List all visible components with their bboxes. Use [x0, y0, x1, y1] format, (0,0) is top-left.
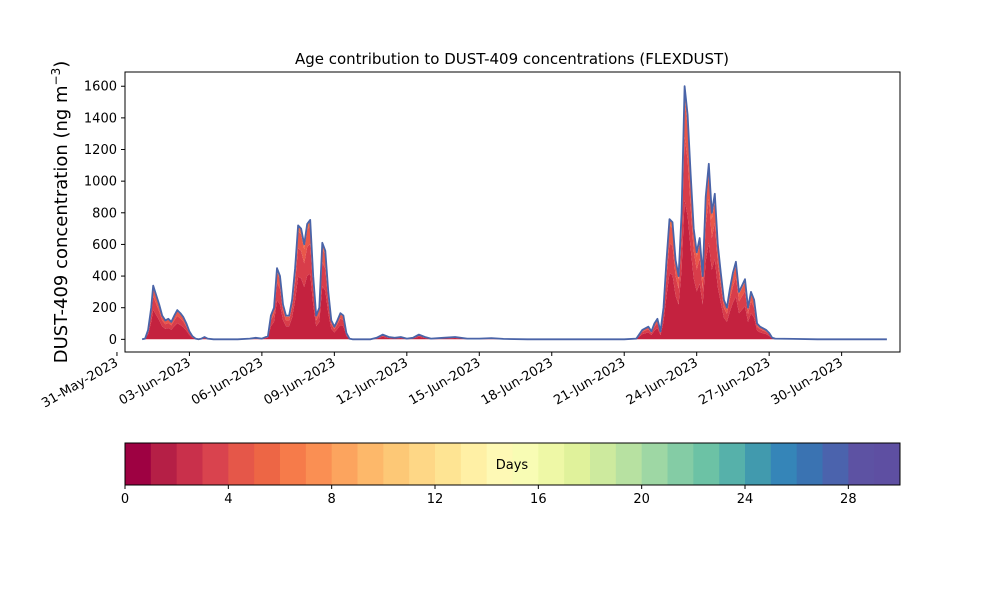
colorbar-swatch	[667, 443, 694, 485]
colorbar-swatch	[280, 443, 307, 485]
colorbar-swatch	[176, 443, 203, 485]
colorbar-tick-label: 16	[530, 492, 547, 507]
y-axis-label-close: )	[51, 61, 72, 68]
colorbar-swatch	[770, 443, 798, 485]
x-tick-label: 18-Jun-2023	[479, 355, 556, 408]
colorbar-swatch	[254, 443, 281, 485]
colorbar-swatch	[719, 443, 746, 485]
x-tick-label: 09-Jun-2023	[262, 355, 339, 408]
colorbar	[124, 442, 901, 486]
y-tick-label: 400	[92, 270, 117, 285]
y-tick-label: 800	[92, 206, 117, 221]
colorbar-swatch	[848, 443, 875, 485]
colorbar-swatch	[693, 443, 720, 485]
y-axis-label-sup: −3	[49, 68, 63, 86]
colorbar-swatch	[409, 443, 436, 485]
y-tick-label: 1200	[84, 143, 117, 158]
colorbar-swatch	[538, 443, 565, 485]
plot-frame	[124, 71, 901, 353]
colorbar-swatch	[460, 443, 488, 485]
colorbar-swatch	[564, 443, 591, 485]
colorbar-tick-label: 0	[121, 492, 129, 507]
x-tick-label: 03-Jun-2023	[117, 355, 194, 408]
y-tick-label: 0	[109, 333, 117, 348]
y-axis: 0 200 400 600 800 1000 1200 1400 1600	[84, 80, 125, 348]
colorbar-tick-label: 28	[840, 492, 857, 507]
x-tick-label: 12-Jun-2023	[334, 355, 411, 408]
plot-area	[141, 85, 887, 341]
colorbar-tick-label: 12	[427, 492, 444, 507]
total-concentration-line	[141, 85, 887, 341]
colorbar-swatch	[796, 443, 823, 485]
colorbar-swatch	[486, 443, 513, 485]
x-tick-label: 30-Jun-2023	[769, 355, 846, 408]
chart-title: Age contribution to DUST-409 concentrati…	[295, 50, 729, 68]
colorbar-tick-label: 4	[224, 492, 232, 507]
colorbar-label: Days	[496, 458, 529, 473]
colorbar-swatch	[745, 443, 772, 485]
y-axis-label-main: DUST-409 concentration (ng m	[51, 85, 72, 363]
colorbar-tick-label: 8	[328, 492, 336, 507]
colorbar-swatch	[125, 443, 152, 485]
colorbar-swatch	[228, 443, 255, 485]
colorbar-swatch	[331, 443, 358, 485]
y-tick-label: 600	[92, 238, 117, 253]
y-tick-label: 200	[92, 301, 117, 316]
colorbar-swatch	[615, 443, 643, 485]
colorbar-swatch	[435, 443, 462, 485]
y-axis-label: DUST-409 concentration (ng m−3)	[49, 61, 72, 364]
colorbar-tick-label: 24	[737, 492, 754, 507]
colorbar-swatch	[512, 443, 539, 485]
colorbar-swatch	[305, 443, 333, 485]
colorbar-axis: 0 4 8 12 16 20 24 28	[121, 485, 857, 507]
age-layer-2	[142, 98, 887, 340]
colorbar-swatch	[641, 443, 668, 485]
colorbar-swatch	[150, 443, 178, 485]
x-tick-label: 27-Jun-2023	[696, 355, 773, 408]
colorbar-swatch	[822, 443, 849, 485]
colorbar-swatch	[590, 443, 617, 485]
age-layer-3	[142, 86, 887, 340]
x-tick-label: 24-Jun-2023	[624, 355, 701, 408]
age-layer-0	[142, 200, 887, 340]
colorbar-swatch	[874, 443, 901, 485]
colorbar-frame	[124, 442, 901, 486]
x-tick-label: 21-Jun-2023	[551, 355, 628, 408]
colorbar-swatch	[202, 443, 229, 485]
y-tick-label: 1400	[84, 111, 117, 126]
x-tick-label: 06-Jun-2023	[189, 355, 266, 408]
colorbar-tick-label: 20	[633, 492, 650, 507]
x-tick-label: 15-Jun-2023	[406, 355, 483, 408]
y-tick-label: 1000	[84, 175, 117, 190]
y-tick-label: 1600	[84, 80, 117, 95]
age-layer-1	[142, 136, 887, 340]
x-axis: 31-May-202303-Jun-202306-Jun-202309-Jun-…	[39, 352, 846, 411]
colorbar-swatch	[383, 443, 410, 485]
colorbar-swatch	[357, 443, 384, 485]
